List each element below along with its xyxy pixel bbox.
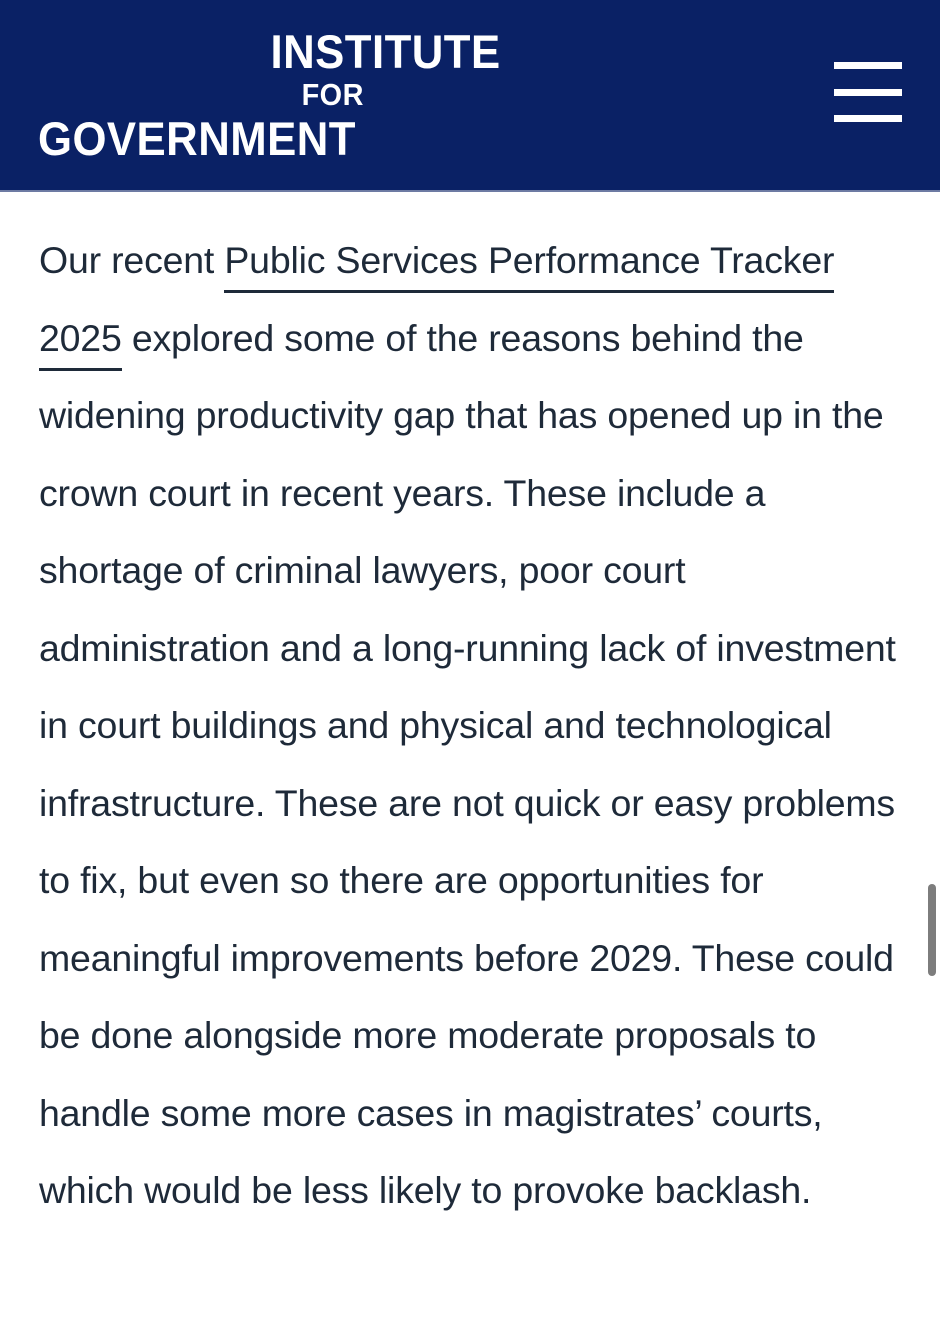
hamburger-bar-top <box>834 62 902 69</box>
scrollbar-thumb[interactable] <box>928 884 936 976</box>
vertical-scrollbar[interactable] <box>924 192 940 1329</box>
logo-line-for: FOR <box>301 77 364 112</box>
logo-line-institute: INSTITUTE <box>270 25 501 78</box>
site-header: INSTITUTE FOR GOVERNMENT <box>0 0 940 192</box>
hamburger-menu-icon[interactable] <box>834 62 902 122</box>
paragraph-lead-text: Our recent <box>39 239 225 281</box>
hamburger-bar-middle <box>834 88 902 96</box>
article-paragraph: Our recent Public Services Performance T… <box>39 222 901 1230</box>
public-services-performance-tracker-link[interactable]: Public Services Performance Tracker 2025 <box>39 239 834 371</box>
logo-line-government: GOVERNMENT <box>38 112 356 165</box>
site-logo[interactable]: INSTITUTE FOR GOVERNMENT <box>38 28 508 168</box>
paragraph-rest-text: explored some of the reasons behind the … <box>39 316 896 1212</box>
hamburger-bar-bottom <box>834 115 902 122</box>
main-content: Our recent Public Services Performance T… <box>0 192 940 1329</box>
